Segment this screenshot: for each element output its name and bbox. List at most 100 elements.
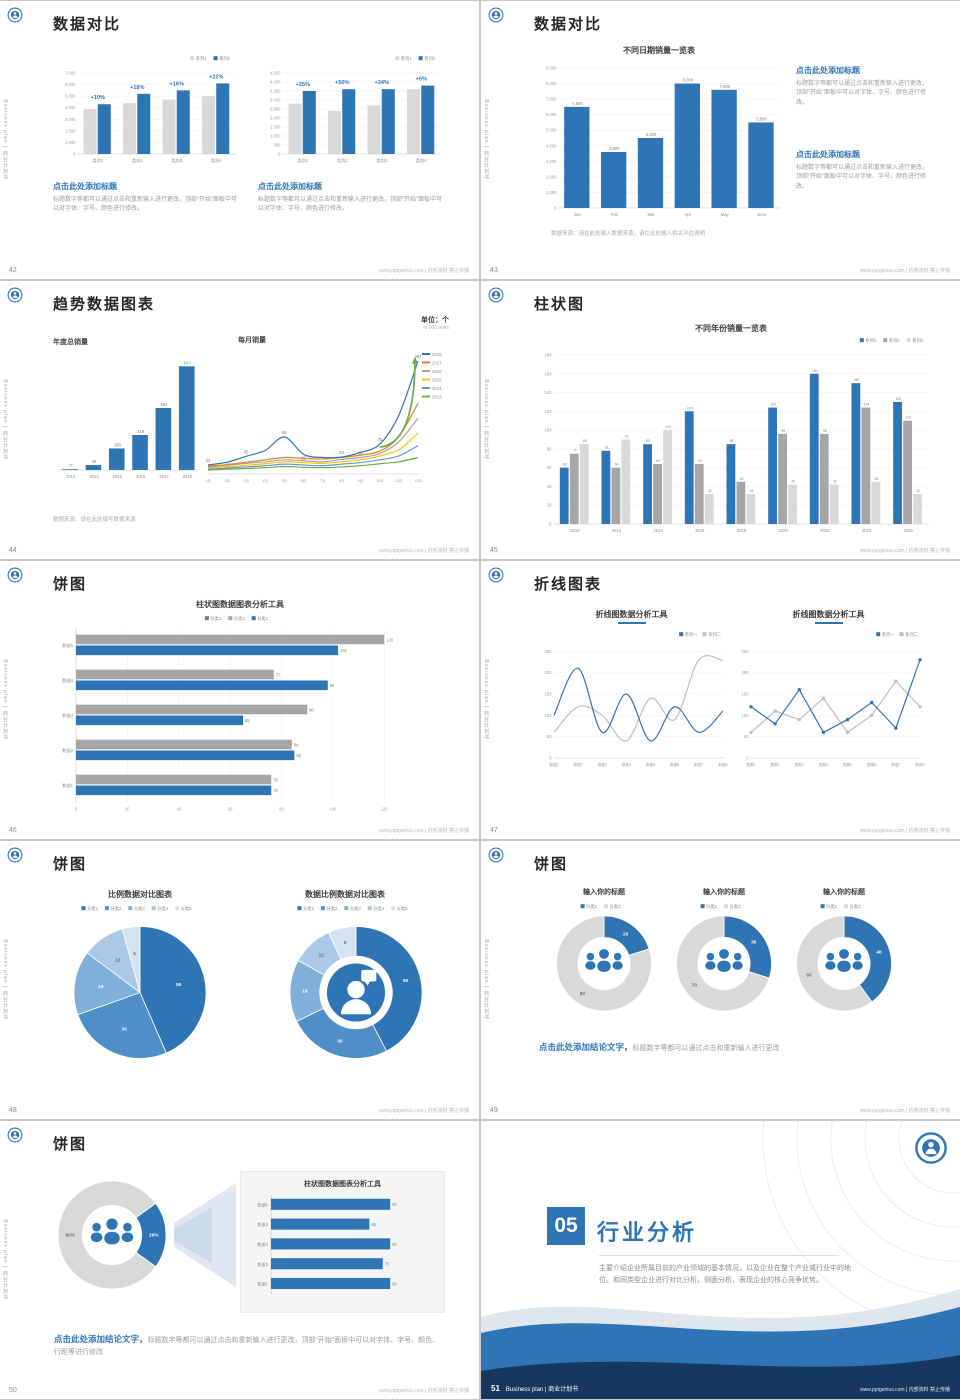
svg-text:分类5: 分类5	[181, 905, 193, 912]
slide-46[interactable]: Business plan | 商业计划书 饼图 柱状图数据图表分析工具 分类3…	[0, 561, 479, 839]
svg-text:160: 160	[545, 371, 553, 376]
svg-text:系列2: 系列2	[889, 337, 901, 344]
svg-text:数据4: 数据4	[819, 762, 828, 767]
svg-text:20: 20	[623, 931, 629, 937]
slide-47[interactable]: Business plan | 商业计划书 折线图表 折线图数据分析工具 系列一…	[481, 561, 960, 839]
donut-caption-1: 输入你的标题	[583, 889, 625, 896]
svg-text:数据3: 数据3	[795, 762, 804, 767]
s45-svg: 系列1 系列2 系列3 0 20 40 60 80 100 120 140 160 180 60 78 85 1…	[545, 337, 929, 533]
svg-text:类别1: 类别1	[297, 157, 308, 164]
svg-text:分类1: 分类1	[303, 905, 315, 912]
vertical-brand-text: Business plan | 商业计划书	[483, 659, 489, 741]
svg-text:32: 32	[750, 489, 754, 493]
panel-bar-chart: 数据5 80 数据4 66 数据3 80 数据2 75 数据1 80	[250, 1191, 435, 1297]
analysis-panel: 柱状图数据图表分析工具 数据5 80 数据4 66 数据3 80 数据2 75 数据1 80	[240, 1171, 445, 1313]
svg-text:+50%: +50%	[335, 80, 349, 86]
body-text: 标题数字等都可以通过点击和重新输入进行更改，顶部“开始”面板中可以对字体、字号、…	[258, 197, 442, 213]
svg-text:150: 150	[854, 378, 860, 382]
donut-caption-2: 输入你的标题	[703, 889, 745, 896]
svg-text:分类2: 分类2	[730, 903, 742, 910]
slide-title: 折线图表	[534, 576, 603, 593]
svg-text:3,600: 3,600	[609, 146, 620, 151]
svg-text:66: 66	[371, 1222, 376, 1227]
slide-43[interactable]: Business plan | 商业计划书 数据对比 不同日期销量一览表 0 1,…	[481, 1, 960, 279]
svg-text:分类1: 分类1	[87, 905, 99, 912]
donut-chart: 分类1 分类2 分类3 分类4 分类5 50 30 18 12 8	[286, 903, 426, 1071]
svg-text:100: 100	[545, 428, 553, 433]
donut-chart-2: 分类1 分类2 30 70	[669, 901, 779, 1015]
unit-label: 单位：个	[421, 317, 449, 324]
svg-text:40: 40	[876, 950, 882, 956]
ratio-donut-chart: 20% 80%	[54, 1177, 170, 1293]
unit-sub-label: in 900 units	[423, 325, 449, 331]
svg-text:140: 140	[545, 390, 553, 395]
svg-text:76: 76	[273, 777, 278, 782]
data-source-note: 数据来源：请在此处输入数据来源，请在此处输入相关评估说明	[551, 231, 706, 237]
svg-text:80: 80	[547, 446, 552, 451]
svg-text:2016: 2016	[695, 528, 705, 533]
add-title-heading: 点击此处添加标题	[53, 182, 117, 191]
page-number: 43	[490, 267, 498, 274]
slide-50[interactable]: Business plan | 商业计划书 饼图 20% 80% 柱状图数据图表分…	[0, 1121, 479, 1399]
svg-text:120: 120	[386, 637, 394, 642]
svg-text:类别3: 类别3	[376, 157, 387, 164]
s48a-svg: 分类1 分类2 分类3 分类4 分类5 50 30 18 12 5	[73, 905, 207, 1059]
donut-chart-3: 分类1 分类2 40 60	[789, 901, 899, 1015]
slide-51-section-divider[interactable]: 05 行业分析 主要介绍企业所属目前的产业领域的基本情况，以及企业在整个产业或行…	[481, 1121, 960, 1399]
svg-text:23: 23	[206, 458, 211, 463]
slide-48[interactable]: Business plan | 商业计划书 饼图 比例数据对比图表 分类1 分类2…	[0, 841, 479, 1119]
svg-text:6月: 6月	[301, 478, 307, 483]
vertical-brand-text: Business plan | 商业计划书	[483, 99, 489, 181]
svg-text:124: 124	[770, 403, 776, 407]
slide-footer: www.pptgenius.com | 内部资料 禁止传播	[379, 1388, 469, 1394]
page-number: 42	[9, 267, 17, 274]
svg-text:100: 100	[545, 713, 553, 718]
brand-logo-icon	[488, 567, 504, 583]
slide-footer: www.pptgenius.com | 内部资料 禁止传播	[860, 268, 950, 274]
grouped-bar-chart-left: 系列1 系列2 0 1,000 2,000 3,000 4,000 5,000 6,000 7,0…	[53, 53, 240, 165]
svg-text:数据1: 数据1	[62, 782, 73, 789]
slide-45[interactable]: Business plan | 商业计划书 柱状图 不同年份销量一览表 系列1 系…	[481, 281, 960, 559]
svg-text:2014: 2014	[89, 474, 99, 479]
vertical-brand-text: Business plan | 商业计划书	[2, 939, 8, 1021]
people-icon	[825, 948, 863, 973]
svg-text:类别1: 类别1	[92, 157, 103, 164]
brand-logo-icon	[7, 847, 23, 863]
svg-text:数据4: 数据4	[622, 762, 631, 767]
s48b-svg: 分类1 分类2 分类3 分类4 分类5 50 30 18 12 8	[289, 905, 423, 1059]
svg-text:94: 94	[282, 430, 287, 435]
svg-text:数据1: 数据1	[746, 762, 755, 767]
svg-text:数据6: 数据6	[670, 762, 679, 767]
svg-text:2013: 2013	[432, 395, 442, 400]
svg-text:3月: 3月	[243, 478, 249, 483]
svg-text:分类1: 分类1	[706, 903, 718, 910]
svg-text:+16%: +16%	[170, 81, 184, 87]
svg-text:12: 12	[115, 957, 121, 963]
svg-text:196: 196	[114, 442, 122, 447]
svg-text:类别2: 类别2	[132, 157, 143, 164]
svg-text:数据5: 数据5	[843, 762, 852, 767]
svg-text:2,500: 2,500	[270, 107, 281, 112]
svg-text:4,500: 4,500	[646, 132, 657, 137]
conclusion-block: 点击此处添加结论文字，标题数字等都可以通过点击和重新输入进行更改，顶部“开始”面…	[54, 1333, 446, 1358]
svg-text:7,000: 7,000	[65, 71, 76, 76]
svg-text:80: 80	[392, 1242, 397, 1247]
slide-42[interactable]: Business plan | 商业计划书 数据对比 系列1 系列2 0 1,000 2…	[0, 1, 479, 279]
svg-text:2,000: 2,000	[546, 174, 557, 179]
svg-text:98: 98	[330, 683, 335, 688]
svg-text:45: 45	[92, 459, 97, 464]
slide-title: 饼图	[534, 856, 569, 873]
svg-text:数据3: 数据3	[62, 712, 73, 719]
svg-text:+25%: +25%	[296, 82, 310, 88]
data-source-note: 数据来源：请在此处填写数据来源	[53, 517, 136, 523]
svg-text:系列2: 系列2	[424, 55, 436, 62]
svg-text:80: 80	[279, 807, 284, 812]
slide-44[interactable]: Business plan | 商业计划书 趋势数据图表 单位：个 in 900…	[0, 281, 479, 559]
brand-logo-icon	[915, 1132, 947, 1164]
svg-text:数据2: 数据2	[257, 1261, 268, 1268]
slide-title: 柱状图	[534, 296, 586, 313]
brand-logo-icon	[7, 567, 23, 583]
slide-49[interactable]: Business plan | 商业计划书 饼图 输入你的标题 分类1 分类2 20…	[481, 841, 960, 1119]
page-number: 49	[490, 1107, 498, 1114]
svg-text:+34%: +34%	[375, 80, 389, 86]
